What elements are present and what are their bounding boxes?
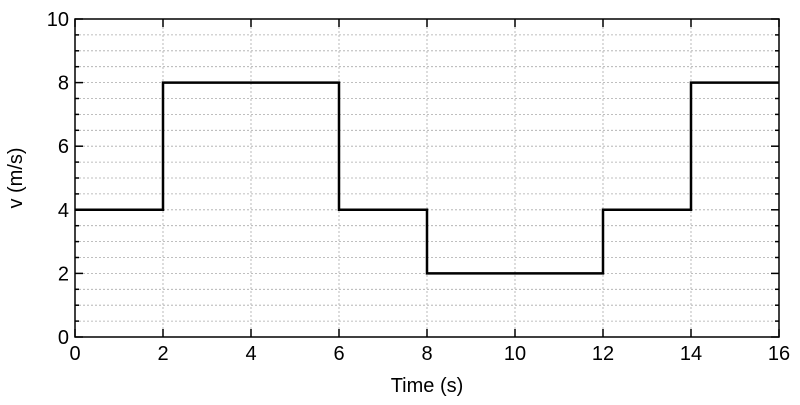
x-axis-label: Time (s) — [391, 375, 464, 397]
x-tick-label: 14 — [680, 343, 702, 365]
y-tick-label: 2 — [58, 263, 69, 285]
x-tick-label: 12 — [592, 343, 614, 365]
series — [75, 81, 779, 275]
tick-labels: 0 2 4 6 8 10 0 2 4 6 8 10 12 14 16 — [47, 9, 790, 365]
y-tick-label: 4 — [58, 200, 69, 222]
y-tick-label: 6 — [58, 136, 69, 158]
y-axis-label: v (m/s) — [5, 147, 27, 208]
plot-frame — [74, 18, 780, 338]
x-tick-label: 2 — [157, 343, 168, 365]
x-tick-label: 6 — [333, 343, 344, 365]
x-tick-label: 10 — [504, 343, 526, 365]
grid — [75, 19, 779, 337]
y-tick-label: 10 — [47, 9, 69, 31]
y-tick-label: 0 — [58, 327, 69, 349]
x-tick-label: 4 — [245, 343, 256, 365]
x-tick-label: 16 — [768, 343, 790, 365]
y-tick-label: 8 — [58, 73, 69, 95]
velocity-line — [75, 81, 779, 275]
x-tick-label: 0 — [69, 343, 80, 365]
x-tick-label: 8 — [421, 343, 432, 365]
